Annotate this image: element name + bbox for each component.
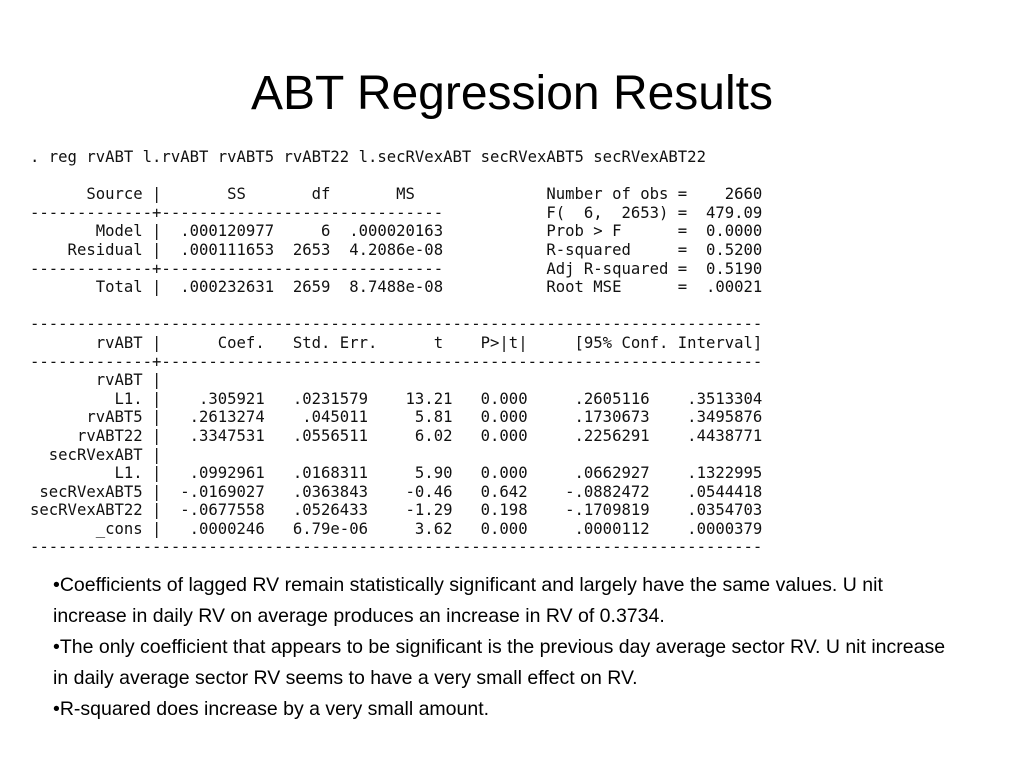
coef-mid-rule: -------------+--------------------------…: [30, 352, 763, 371]
coef-row: secRVexABT |: [30, 445, 162, 464]
anova-total-row: Total | .000232631 2659 8.7488e-08 Root …: [30, 278, 763, 297]
coef-row: rvABT5 | .2613274 .045011 5.81 0.000 .17…: [30, 408, 763, 427]
slide-title: ABT Regression Results: [251, 67, 773, 120]
blank-line: [30, 297, 945, 316]
anova-separator: -------------+--------------------------…: [30, 259, 763, 278]
regression-output: . reg rvABT l.rvABT rvABT5 rvABT22 l.sec…: [30, 148, 945, 556]
anova-model-row: Model | .000120977 6 .000020163 Prob > F…: [30, 222, 763, 241]
coef-row: secRVexABT5 | -.0169027 .0363843 -0.46 0…: [30, 482, 763, 501]
coef-row: rvABT |: [30, 371, 162, 390]
anova-separator: -------------+--------------------------…: [30, 203, 763, 222]
coef-row: rvABT22 | .3347531 .0556511 6.02 0.000 .…: [30, 426, 763, 445]
coef-top-rule: ----------------------------------------…: [30, 315, 763, 334]
coef-row: L1. | .0992961 .0168311 5.90 0.000 .0662…: [30, 464, 763, 483]
bullet-item: •R-squared does increase by a very small…: [53, 698, 490, 720]
coef-row: secRVexABT22 | -.0677558 .0526433 -1.29 …: [30, 501, 763, 520]
blank-line: [30, 167, 945, 186]
bullet-item: •The only coefficient that appears to be…: [53, 636, 946, 689]
coef-header: rvABT | Coef. Std. Err. t P>|t| [95% Con…: [30, 333, 763, 352]
coef-row: L1. | .305921 .0231579 13.21 0.000 .2605…: [30, 389, 763, 408]
anova-residual-row: Residual | .000111653 2653 4.2086e-08 R-…: [30, 240, 763, 259]
regress-command: . reg rvABT l.rvABT rvABT5 rvABT22 l.sec…: [30, 148, 706, 166]
coef-bottom-rule: ----------------------------------------…: [30, 538, 763, 556]
coef-row: _cons | .0000246 6.79e-06 3.62 0.000 .00…: [30, 519, 763, 538]
bullet-list: •Coefficients of lagged RV remain statis…: [53, 570, 953, 725]
bullet-item: •Coefficients of lagged RV remain statis…: [53, 574, 883, 627]
anova-header: Source | SS df MS Number of obs = 2660: [30, 185, 763, 204]
